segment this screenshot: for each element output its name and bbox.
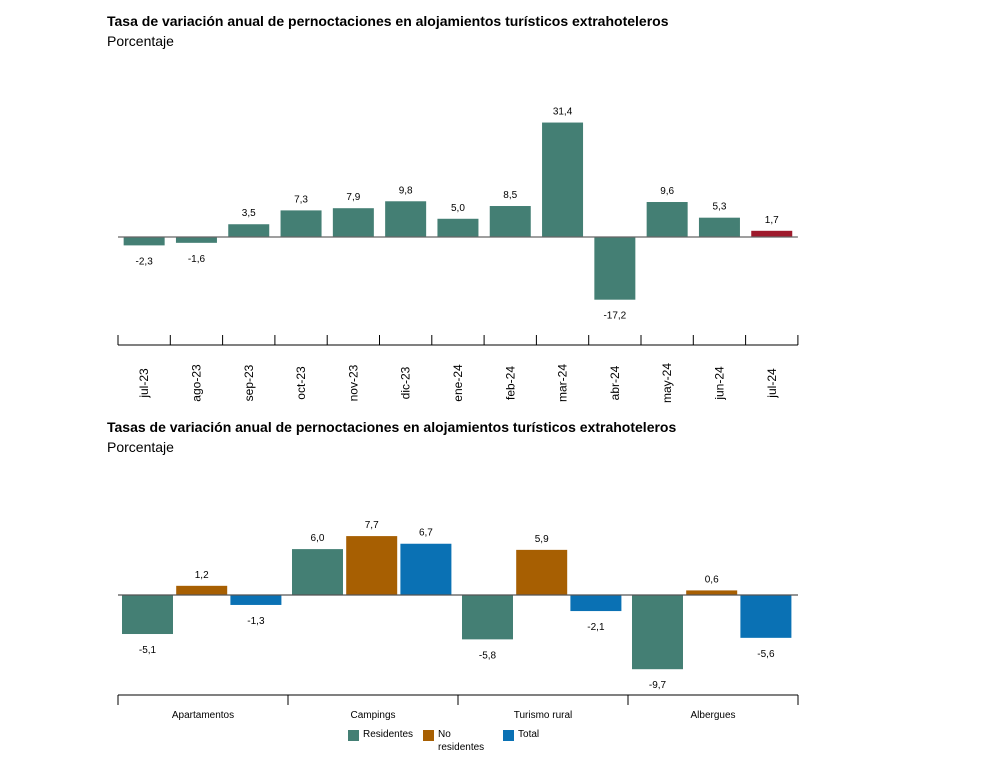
- data-label-Apartamentos-No residentes: 1,2: [195, 570, 209, 581]
- legend-item-residentes: Residentes: [348, 728, 413, 741]
- legend-item-total: Total: [503, 728, 539, 741]
- data-label-Campings-Residentes: 6,0: [311, 533, 325, 544]
- bar-Campings-Residentes: [292, 549, 343, 595]
- accommodation-type-chart: -5,1 1,2 -1,3 6,0 7,7 6,7 -5,8 5,9 -2,1 -9,7 0,6 -5…: [117, 520, 799, 721]
- chart1-subtitle: Porcentaje: [107, 33, 174, 49]
- data-label-Campings-Total: 6,7: [419, 528, 433, 539]
- bar-Apartamentos-Residentes: [122, 595, 173, 635]
- data-label-ene-24: 5,0: [451, 203, 465, 214]
- data-label-sep-23: 3,5: [242, 208, 256, 219]
- data-label-jul-23: -2,3: [136, 256, 154, 267]
- x-tick-label-dic-23: dic-23: [399, 366, 413, 399]
- bar-Campings-Total: [400, 543, 452, 595]
- data-label-nov-23: 7,9: [346, 192, 360, 203]
- legend-swatch-residentes: [348, 730, 359, 741]
- x-tick-label-sep-23: sep-23: [242, 364, 256, 401]
- x-tick-label-oct-23: oct-23: [294, 366, 308, 400]
- x-tick-label-jul-24: jul-24: [765, 368, 779, 399]
- legend-label-total: Total: [518, 729, 540, 740]
- data-label-Turismo rural-No residentes: 5,9: [535, 534, 549, 545]
- x-tick-label-abr-24: abr-24: [608, 365, 622, 400]
- data-label-oct-23: 7,3: [294, 194, 308, 205]
- bar-Albergues-Residentes: [632, 595, 683, 670]
- bar-jul-24: [751, 230, 793, 237]
- x-tick-label-mar-24: mar-24: [556, 364, 570, 402]
- x-tick-label-jun-24: jun-24: [712, 366, 726, 401]
- bar-dic-23: [385, 201, 427, 237]
- data-label-ago-23: -1,6: [188, 254, 206, 265]
- bar-Turismo rural-Total: [570, 595, 622, 612]
- data-label-abr-24: -17,2: [603, 311, 626, 322]
- legend-label-no-residentes-line1: No: [438, 729, 451, 740]
- x-tick-label-ene-24: ene-24: [451, 364, 465, 402]
- bar-may-24: [646, 202, 688, 237]
- bar-jun-24: [698, 217, 740, 237]
- x-tick-label-nov-23: nov-23: [346, 364, 360, 401]
- bar-ene-24: [437, 218, 479, 237]
- data-label-Albergues-No residentes: 0,6: [705, 574, 719, 585]
- bar-Turismo rural-Residentes: [462, 595, 513, 640]
- bar-abr-24: [594, 237, 636, 300]
- monthly-variation-chart: -2,3 -1,6 3,5 7,3 7,9 9,8 5,0 8,5 31,4 -17,2 9,6 5,…: [117, 107, 799, 403]
- chart2-subtitle: Porcentaje: [107, 439, 174, 455]
- data-label-Apartamentos-Residentes: -5,1: [139, 645, 157, 656]
- bar-oct-23: [280, 210, 322, 237]
- legend-swatch-total: [503, 730, 515, 741]
- data-label-jul-24: 1,7: [765, 215, 779, 226]
- bar-Turismo rural-No residentes: [516, 549, 568, 595]
- bar-jul-23: [123, 237, 165, 246]
- data-label-Turismo rural-Total: -2,1: [587, 622, 605, 633]
- bar-feb-24: [489, 206, 531, 237]
- x-tick-label-feb-24: feb-24: [503, 366, 517, 400]
- chart2-legend: Residentes No residentes Total: [348, 728, 539, 754]
- data-label-Albergues-Residentes: -9,7: [649, 680, 667, 691]
- bar-Campings-No residentes: [346, 536, 398, 595]
- bar-Albergues-No residentes: [686, 590, 738, 595]
- x-tick-label-Albergues: Albergues: [690, 710, 735, 721]
- chart1-title: Tasa de variación anual de pernoctacione…: [107, 13, 669, 29]
- data-label-Turismo rural-Residentes: -5,8: [479, 650, 497, 661]
- data-label-feb-24: 8,5: [503, 190, 517, 201]
- x-tick-label-ago-23: ago-23: [189, 364, 203, 402]
- legend-label-no-residentes-line2: residentes: [438, 742, 485, 753]
- legend-label-no-residentes: No residentes: [438, 728, 493, 754]
- legend-swatch-no-residentes: [423, 730, 435, 741]
- bar-nov-23: [332, 208, 374, 237]
- x-tick-label-Campings: Campings: [350, 710, 395, 721]
- data-label-may-24: 9,6: [660, 186, 674, 197]
- data-label-dic-23: 9,8: [399, 185, 413, 196]
- x-tick-label-jul-23: jul-23: [137, 368, 151, 399]
- bar-Apartamentos-Total: [230, 595, 282, 605]
- chart2-title: Tasas de variación anual de pernoctacion…: [107, 419, 677, 435]
- bar-sep-23: [228, 224, 270, 237]
- x-tick-label-may-24: may-24: [660, 363, 674, 403]
- data-label-mar-24: 31,4: [553, 107, 573, 118]
- legend-item-no-residentes: No residentes: [423, 728, 493, 754]
- legend-label-residentes: Residentes: [363, 729, 414, 740]
- data-label-Albergues-Total: -5,6: [757, 649, 775, 660]
- bar-ago-23: [175, 237, 217, 243]
- data-label-Campings-No residentes: 7,7: [365, 520, 379, 531]
- x-tick-label-Turismo rural: Turismo rural: [514, 710, 573, 721]
- data-label-jun-24: 5,3: [712, 202, 726, 213]
- bar-Apartamentos-No residentes: [176, 585, 228, 595]
- bar-Albergues-Total: [740, 595, 792, 638]
- bar-mar-24: [542, 122, 584, 237]
- data-label-Apartamentos-Total: -1,3: [247, 616, 265, 627]
- x-tick-label-Apartamentos: Apartamentos: [172, 710, 234, 721]
